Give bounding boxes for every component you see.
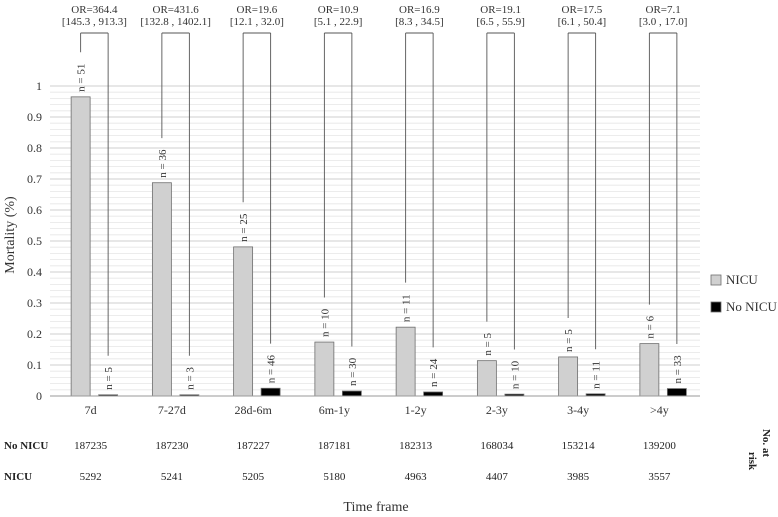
or-ci: [6.5 , 55.9] [476, 16, 525, 28]
y-tick-label: 0.2 [27, 327, 42, 341]
x-tick-label: 7d [85, 403, 97, 417]
legend-label: No NICU [726, 299, 778, 314]
legend: NICU No NICU [710, 272, 778, 314]
n-label: n = 3 [184, 367, 196, 390]
y-tick-label: 0.6 [27, 203, 42, 217]
risk-value: 187181 [318, 440, 351, 452]
or-value: OR=19.6 [237, 4, 278, 16]
or-value: OR=19.1 [480, 4, 521, 16]
or-value: OR=10.9 [318, 4, 359, 16]
legend-label: NICU [726, 272, 758, 287]
bar-nicu [639, 343, 660, 397]
legend-swatch-no-nicu [710, 301, 722, 313]
or-ci: [5.1 , 22.9] [314, 16, 363, 28]
y-tick-label: 0.9 [27, 110, 42, 124]
or-value: OR=431.6 [153, 4, 200, 16]
x-axis: 7d 7-27d 28d-6m 6m-1y 1-2y 2-3y 3-4y >4y [50, 395, 700, 417]
bar-nicu [314, 341, 335, 397]
risk-value: 5205 [242, 471, 265, 483]
or-ci: [6.1 , 50.4] [558, 16, 607, 28]
risk-value: 3557 [648, 471, 671, 483]
bar-nicu [151, 182, 172, 397]
x-tick-label: 6m-1y [319, 403, 350, 417]
risk-value: 4407 [486, 471, 509, 483]
risk-value: 182313 [399, 440, 433, 452]
bar-nicu [558, 356, 579, 397]
risk-value: 3985 [567, 471, 590, 483]
or-ci: [145.3 , 913.3] [62, 16, 127, 28]
risk-title-line1: No. at [760, 429, 772, 457]
y-tick-label: 0.4 [27, 265, 42, 279]
y-tick-label: 0.8 [27, 141, 42, 155]
risk-value: 168034 [480, 440, 514, 452]
n-label: n = 30 [347, 357, 359, 386]
n-label: n = 33 [672, 355, 684, 384]
n-label: n = 5 [482, 332, 494, 355]
or-ci: [3.0 , 17.0] [639, 16, 688, 28]
risk-value: 5241 [161, 471, 183, 483]
risk-table: No NICU 187235 187230 187227 187181 182313 168… [4, 429, 772, 483]
bar-nicu [476, 360, 497, 397]
or-value: OR=16.9 [399, 4, 440, 16]
n-label: n = 11 [591, 361, 603, 389]
bar-no-nicu [341, 390, 362, 397]
risk-value: 139200 [643, 440, 677, 452]
risk-value: 5180 [323, 471, 346, 483]
y-tick-label: 0.1 [27, 358, 42, 372]
bar-no-nicu [666, 388, 687, 397]
risk-value: 4963 [405, 471, 428, 483]
risk-row-label: No NICU [4, 440, 48, 452]
risk-row-label: NICU [4, 471, 32, 483]
y-tick-label: 0 [36, 389, 42, 403]
bar-no-nicu [423, 391, 444, 397]
n-label: n = 5 [563, 329, 575, 352]
risk-value: 187235 [74, 440, 108, 452]
y-tick-label: 1 [36, 79, 42, 93]
bar-nicu [233, 246, 254, 397]
or-value: OR=17.5 [562, 4, 603, 16]
gridlines [50, 85, 700, 397]
bar-no-nicu [260, 387, 281, 397]
n-label: n = 10 [319, 308, 331, 337]
risk-value: 187230 [155, 440, 189, 452]
bar-nicu [395, 326, 416, 397]
x-tick-label: 7-27d [158, 403, 186, 417]
or-ci: [132.8 , 1402.1] [140, 16, 211, 28]
risk-value: 187227 [237, 440, 271, 452]
x-tick-label: 28d-6m [234, 403, 272, 417]
risk-title-line2: risk [746, 452, 758, 471]
bar-nicu [70, 96, 91, 397]
risk-value: 153214 [562, 440, 596, 452]
or-ci: [8.3 , 34.5] [395, 16, 444, 28]
n-label: n = 11 [401, 294, 413, 322]
x-tick-label: >4y [650, 403, 669, 417]
n-label: n = 36 [157, 149, 169, 178]
x-axis-title: Time frame [343, 500, 408, 515]
x-tick-label: 1-2y [405, 403, 427, 417]
n-label: n = 6 [644, 315, 656, 338]
or-value: OR=7.1 [646, 4, 681, 16]
or-brackets: OR=364.4[145.3 , 913.3] OR=431.6[132.8 , … [62, 4, 688, 356]
n-label: n = 24 [428, 358, 440, 387]
n-label: n = 10 [509, 360, 521, 389]
y-tick-label: 0.7 [27, 172, 42, 186]
legend-swatch-nicu [710, 274, 722, 286]
or-value: OR=364.4 [71, 4, 118, 16]
or-ci: [12.1 , 32.0] [230, 16, 284, 28]
n-label: n = 25 [238, 213, 250, 242]
y-axis: 0 0.1 0.2 0.3 0.4 0.5 0.6 0.7 0.8 0.9 1 [27, 79, 42, 403]
n-label: n = 51 [76, 64, 88, 92]
y-axis-title: Mortality (%) [3, 196, 18, 274]
risk-value: 5292 [80, 471, 102, 483]
bars: n = 51 n = 5 n = 36 n = 3 n = 25 n = 46 n = 10… [70, 64, 687, 397]
n-label: n = 46 [266, 355, 278, 384]
n-label: n = 5 [103, 367, 115, 390]
x-tick-label: 3-4y [567, 403, 589, 417]
x-tick-label: 2-3y [486, 403, 508, 417]
y-tick-label: 0.3 [27, 296, 42, 310]
y-tick-label: 0.5 [27, 234, 42, 248]
